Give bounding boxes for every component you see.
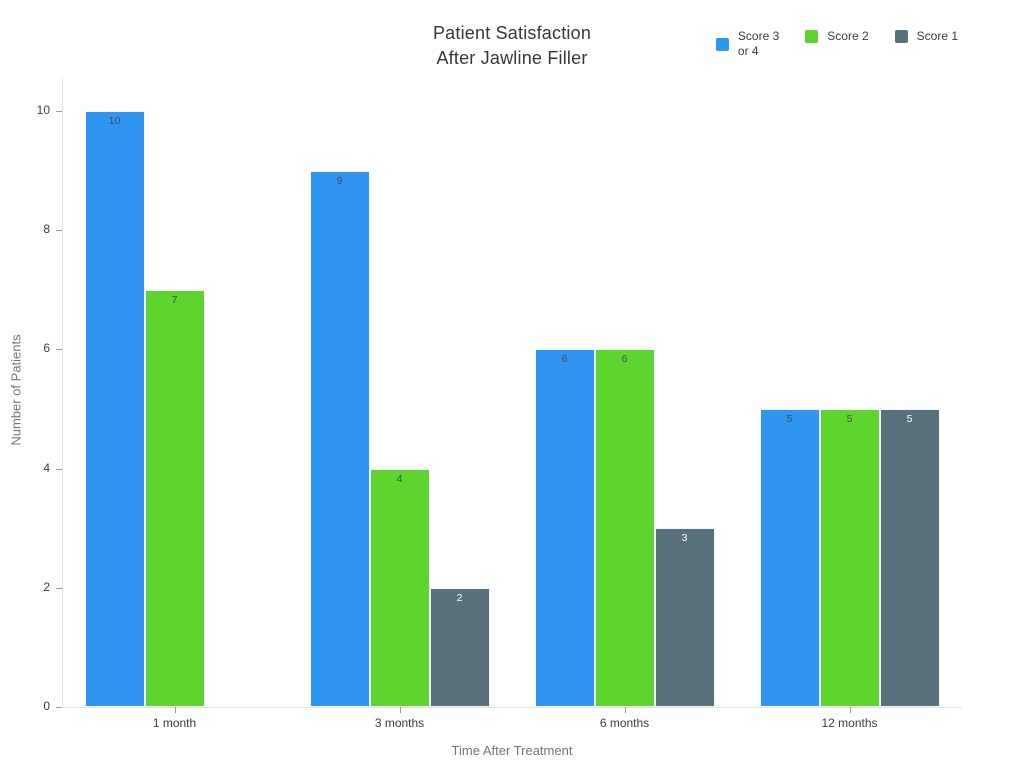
bar-score-2-1-month: 7 — [144, 290, 205, 707]
y-axis-title: Number of Patients — [8, 334, 24, 446]
x-tick-mark — [399, 707, 401, 713]
y-tick-mark — [56, 588, 62, 589]
legend-swatch — [715, 37, 729, 51]
bar-score-3-or-4-3-months: 9 — [309, 171, 370, 707]
bar-value-label: 5 — [906, 413, 913, 425]
x-tick-mark — [849, 707, 851, 713]
y-tick-mark — [56, 707, 62, 708]
legend-item-score-2: Score 2 — [805, 29, 869, 44]
bar-value-label: 9 — [336, 175, 343, 187]
bar-score-3-or-4-1-month: 10 — [84, 111, 145, 707]
x-axis-title: Time After Treatment — [451, 743, 573, 758]
legend-label: Score 2 — [827, 29, 869, 43]
bar-score-3-or-4-6-months: 6 — [534, 349, 595, 707]
x-tick-label: 1 month — [152, 716, 197, 730]
bar-value-label: 10 — [108, 115, 121, 127]
y-tick-label: 0 — [43, 699, 50, 713]
y-tick-label: 6 — [43, 341, 50, 355]
bar-value-label: 5 — [846, 413, 853, 425]
y-tick-mark — [56, 111, 62, 112]
bar-value-label: 6 — [561, 353, 568, 365]
bar-score-1-6-months: 3 — [654, 528, 715, 707]
x-tick-label: 12 months — [821, 716, 878, 730]
y-axis-line — [62, 78, 63, 707]
y-tick-label: 2 — [43, 580, 50, 594]
y-tick-label: 8 — [43, 222, 50, 236]
x-tick-mark — [174, 707, 176, 713]
bar-value-label: 7 — [171, 294, 178, 306]
y-tick-mark — [56, 469, 62, 470]
legend-item-score-3-or-4: Score 3 or 4 — [715, 29, 780, 59]
y-tick-mark — [56, 349, 62, 350]
bar-score-2-12-months: 5 — [819, 409, 880, 707]
y-tick-label: 4 — [43, 461, 50, 475]
bar-value-label: 3 — [681, 532, 688, 544]
x-tick-mark — [624, 707, 626, 713]
legend-label: Score 3 or 4 — [737, 29, 780, 58]
y-tick-mark — [56, 230, 62, 231]
legend-swatch — [894, 30, 908, 43]
bar-value-label: 5 — [786, 413, 793, 425]
bar-value-label: 6 — [621, 353, 628, 365]
bar-score-2-3-months: 4 — [369, 469, 430, 707]
bar-score-1-3-months: 2 — [429, 588, 490, 707]
x-tick-label: 6 months — [599, 716, 650, 730]
bar-value-label: 4 — [396, 473, 403, 485]
bar-score-2-6-months: 6 — [594, 349, 655, 707]
x-tick-label: 3 months — [374, 716, 425, 730]
bar-score-1-12-months: 5 — [879, 409, 940, 707]
legend-label: Score 1 — [916, 29, 958, 43]
chart-title: Patient Satisfaction After Jawline Fille… — [432, 23, 592, 68]
bar-score-3-or-4-12-months: 5 — [759, 409, 820, 707]
legend-item-score-1: Score 1 — [894, 29, 958, 44]
legend: Score 3 or 4 Score 2 Score 1 — [715, 29, 958, 59]
y-tick-label: 10 — [36, 103, 50, 117]
x-axis-line — [62, 707, 962, 708]
bar-value-label: 2 — [456, 592, 463, 604]
legend-swatch — [805, 30, 819, 43]
